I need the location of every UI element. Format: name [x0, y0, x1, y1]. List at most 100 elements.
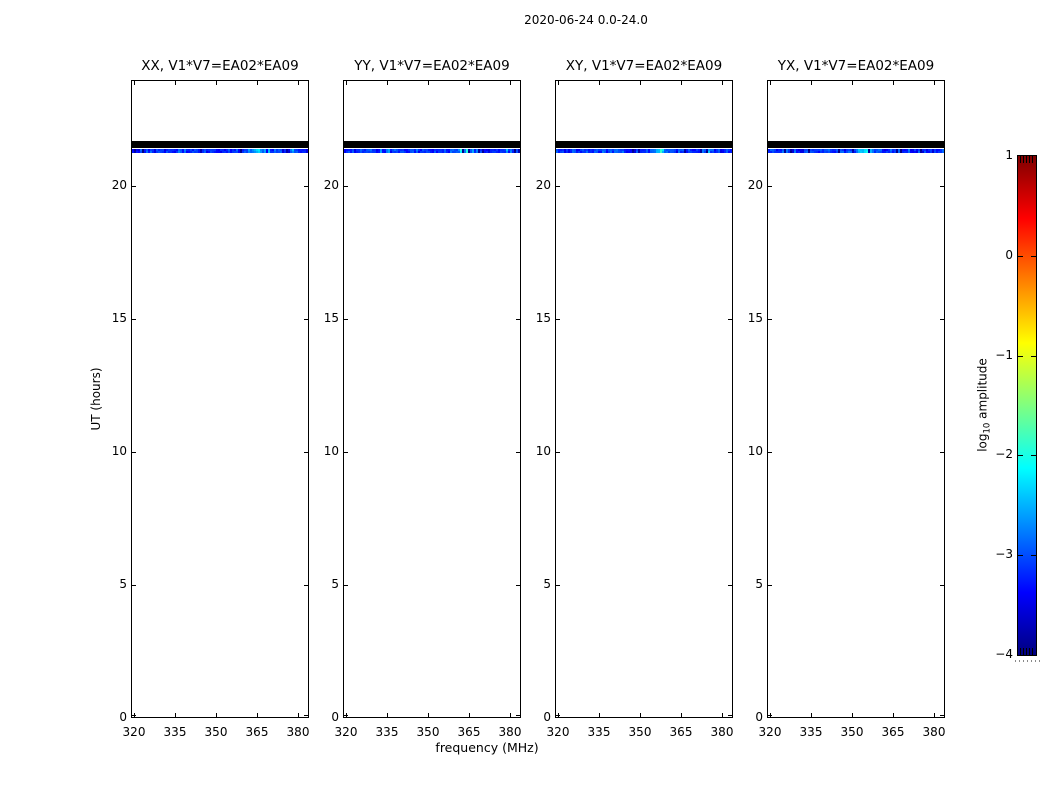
emission-pixel — [608, 149, 610, 153]
colorbar-tick-label: 1 — [1005, 148, 1013, 162]
x-tick — [298, 713, 299, 717]
emission-pixel — [606, 149, 608, 153]
emission-pixel — [890, 149, 892, 153]
y-tick — [768, 319, 772, 320]
x-tick-top — [558, 81, 559, 85]
y-tick-right — [940, 715, 944, 716]
emission-pixel — [570, 149, 572, 153]
emission-pixel — [242, 149, 244, 153]
emission-pixel — [184, 149, 186, 153]
x-tick-top — [770, 81, 771, 85]
emission-band — [132, 149, 308, 153]
emission-pixel — [150, 149, 152, 153]
x-tick-label: 380 — [286, 725, 310, 739]
emission-pixel — [700, 149, 702, 153]
emission-pixel — [920, 149, 922, 153]
emission-pixel — [906, 149, 908, 153]
emission-pixel — [498, 149, 500, 153]
emission-pixel — [874, 149, 876, 153]
emission-pixel — [784, 149, 786, 153]
emission-pixel — [512, 149, 514, 153]
emission-pixel — [178, 149, 180, 153]
emission-pixel — [644, 149, 646, 153]
y-tick-label: 5 — [543, 577, 551, 591]
y-tick-right — [728, 186, 732, 187]
y-tick-label: 10 — [323, 444, 339, 458]
colorbar-tick — [1018, 256, 1023, 257]
emission-pixel — [448, 149, 450, 153]
y-tick-label: 20 — [111, 178, 127, 192]
emission-pixel — [234, 149, 236, 153]
emission-pixel — [594, 149, 596, 153]
emission-pixel — [140, 149, 142, 153]
emission-pixel — [272, 149, 274, 153]
x-tick-label: 335 — [375, 725, 399, 739]
emission-pixel — [240, 149, 242, 153]
emission-pixel — [440, 149, 442, 153]
emission-pixel — [692, 149, 694, 153]
emission-pixel — [844, 149, 846, 153]
x-tick — [428, 713, 429, 717]
emission-pixel — [462, 149, 464, 153]
emission-pixel — [300, 149, 302, 153]
emission-pixel — [592, 149, 594, 153]
emission-pixel — [304, 149, 306, 153]
emission-pixel — [278, 149, 280, 153]
emission-pixel — [562, 149, 564, 153]
emission-pixel — [362, 149, 364, 153]
emission-pixel — [634, 149, 636, 153]
emission-pixel — [450, 149, 452, 153]
emission-pixel — [134, 149, 136, 153]
y-tick-label: 20 — [747, 178, 763, 192]
emission-pixel — [624, 149, 626, 153]
emission-pixel — [654, 149, 656, 153]
colorbar-label-text: log — [975, 433, 990, 452]
x-tick-label: 350 — [840, 725, 864, 739]
x-tick — [681, 713, 682, 717]
emission-pixel — [160, 149, 162, 153]
figure-title: 2020-06-24 0.0-24.0 — [524, 13, 648, 27]
emission-pixel — [156, 149, 158, 153]
emission-pixel — [360, 149, 362, 153]
x-tick-top — [599, 81, 600, 85]
x-tick-top — [134, 81, 135, 85]
flagged-band — [344, 141, 520, 148]
emission-pixel — [496, 149, 498, 153]
y-tick-right — [940, 452, 944, 453]
emission-pixel — [290, 149, 292, 153]
axes-box-xy — [555, 80, 733, 718]
emission-pixel — [938, 149, 940, 153]
y-tick-right — [940, 319, 944, 320]
emission-pixel — [274, 149, 276, 153]
colorbar-tick — [1031, 256, 1036, 257]
emission-pixel — [408, 149, 410, 153]
emission-pixel — [204, 149, 206, 153]
emission-pixel — [176, 149, 178, 153]
emission-pixel — [724, 149, 726, 153]
emission-pixel — [790, 149, 792, 153]
emission-pixel — [298, 149, 300, 153]
panel-title-xy: XY, V1*V7=EA02*EA09 — [565, 58, 723, 74]
emission-pixel — [798, 149, 800, 153]
y-tick-right — [940, 585, 944, 586]
emission-pixel — [230, 149, 232, 153]
emission-pixel — [208, 149, 210, 153]
emission-pixel — [458, 149, 460, 153]
y-tick-right — [304, 715, 308, 716]
y-tick — [132, 715, 136, 716]
colorbar-gradient — [1017, 155, 1037, 656]
emission-pixel — [180, 149, 182, 153]
emission-pixel — [186, 149, 188, 153]
y-tick-label: 0 — [331, 710, 339, 724]
emission-pixel — [206, 149, 208, 153]
emission-pixel — [898, 149, 900, 153]
emission-pixel — [664, 149, 666, 153]
emission-pixel — [904, 149, 906, 153]
emission-pixel — [706, 149, 708, 153]
emission-pixel — [858, 149, 860, 153]
emission-pixel — [436, 149, 438, 153]
y-tick-right — [728, 452, 732, 453]
emission-pixel — [604, 149, 606, 153]
emission-pixel — [636, 149, 638, 153]
emission-pixel — [710, 149, 712, 153]
